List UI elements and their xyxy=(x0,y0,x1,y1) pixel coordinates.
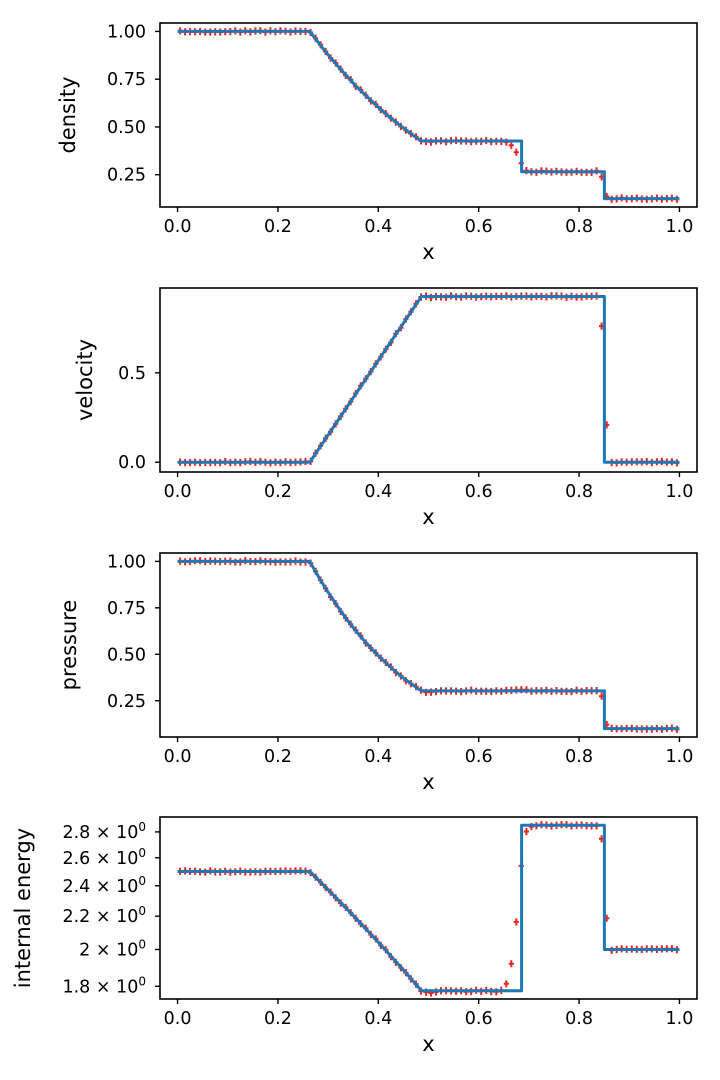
x-tick-label: 0.8 xyxy=(565,217,593,237)
plot-border xyxy=(159,22,698,208)
y-axis-label: density xyxy=(56,77,80,154)
y-axis-label: velocity xyxy=(73,339,97,421)
x-tick-label: 0.4 xyxy=(364,1009,392,1029)
y-tick-label: 2.2 × 100 xyxy=(62,904,146,927)
exact-solution-line xyxy=(177,29,680,201)
x-tick-label: 0.0 xyxy=(164,1009,192,1029)
y-tick-label: 0.25 xyxy=(107,692,146,712)
x-tick-label: 1.0 xyxy=(666,217,694,237)
x-tick-label: 0.4 xyxy=(364,747,392,767)
y-axis-label: pressure xyxy=(57,600,81,691)
x-tick-label: 1.0 xyxy=(666,1009,694,1029)
plot-border xyxy=(159,287,698,473)
x-axis-label: x xyxy=(422,770,434,794)
y-axis-label: internal energy xyxy=(11,828,35,988)
x-tick-label: 0.8 xyxy=(565,1009,593,1029)
exact-solution-line xyxy=(177,559,680,731)
exact-solution-line xyxy=(177,295,680,464)
subplot-velocity: 0.0 0.2 0.4 0.6 0.8 1.0 0.0 0.5 velocity x xyxy=(73,287,698,529)
y-tick-label: 0.50 xyxy=(107,118,146,138)
x-tick-label: 0.6 xyxy=(465,747,493,767)
subplot-pressure: 0.0 0.2 0.4 0.6 0.8 1.0 0.25 0.50 0.75 1.00 pressu… xyxy=(57,552,698,794)
x-axis-label: x xyxy=(422,1032,434,1056)
x-tick-label: 1.0 xyxy=(666,747,694,767)
x-axis-label: x xyxy=(422,505,434,529)
x-tick-label: 0.2 xyxy=(264,217,292,237)
x-axis-label: x xyxy=(422,240,434,264)
y-tick-label: 2.4 × 100 xyxy=(62,874,146,897)
x-tick-label: 0.4 xyxy=(364,217,392,237)
y-tick-label: 2.6 × 100 xyxy=(62,846,146,869)
y-tick-label: 2 × 100 xyxy=(79,937,146,960)
x-tick-label: 0.6 xyxy=(465,482,493,502)
x-tick-label: 0.2 xyxy=(264,1009,292,1029)
x-tick-label: 1.0 xyxy=(666,482,694,502)
y-tick-label: 2.8 × 100 xyxy=(62,820,146,843)
y-tick-label: 0.75 xyxy=(107,70,146,90)
x-tick-label: 0.2 xyxy=(264,482,292,502)
y-tick-label: 0.25 xyxy=(107,166,146,186)
x-tick-label: 0.6 xyxy=(465,1009,493,1029)
y-tick-label: 1.8 × 100 xyxy=(62,974,146,997)
x-tick-label: 0.2 xyxy=(264,747,292,767)
plot-border xyxy=(159,816,698,1000)
subplot-density: 0.0 0.2 0.4 0.6 0.8 1.0 0.25 0.50 0.75 1.00 densit… xyxy=(56,22,698,264)
plot-border xyxy=(159,552,698,738)
y-tick-label: 0.50 xyxy=(107,645,146,665)
exact-solution-line xyxy=(177,823,680,993)
x-tick-label: 0.0 xyxy=(164,217,192,237)
x-tick-label: 0.6 xyxy=(465,217,493,237)
y-tick-label: 0.75 xyxy=(107,599,146,619)
y-tick-label: 0.0 xyxy=(118,453,146,473)
x-tick-label: 0.8 xyxy=(565,747,593,767)
y-tick-label: 1.00 xyxy=(107,552,146,572)
y-tick-label: 0.5 xyxy=(118,364,146,384)
y-tick-label: 1.00 xyxy=(107,22,146,42)
x-tick-label: 0.0 xyxy=(164,747,192,767)
x-tick-label: 0.8 xyxy=(565,482,593,502)
x-tick-label: 0.0 xyxy=(164,482,192,502)
subplot-internal-energy: 0.0 0.2 0.4 0.6 0.8 1.0 1.8 × 100 2 × 100 2.2 × … xyxy=(11,816,698,1056)
x-tick-label: 0.4 xyxy=(364,482,392,502)
